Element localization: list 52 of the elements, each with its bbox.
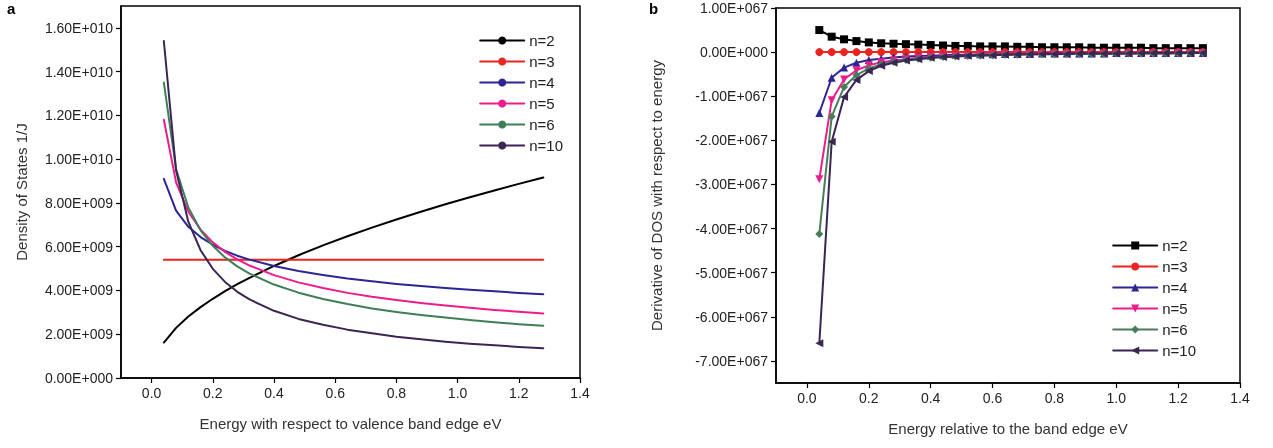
x-tick-label: 1.4: [1230, 390, 1250, 406]
y-tick-label: 1.60E+010: [44, 19, 114, 36]
x-tick-label: 0.8: [1044, 390, 1065, 406]
y-axis-title: Density of States 1/J: [13, 123, 30, 261]
x-tick-label: 0.2: [203, 385, 223, 401]
chart-title: a: [7, 0, 16, 17]
y-tick-label: -6.00E+067: [695, 308, 769, 325]
y-tick-label: -1.00E+067: [695, 88, 769, 105]
y-tick-label: 4.00E+009: [44, 282, 114, 299]
y-tick-label: -7.00E+067: [695, 352, 769, 369]
legend-label: n=2: [529, 32, 555, 49]
legend-label: n=2: [1162, 237, 1188, 254]
y-tick-label: -3.00E+067: [695, 176, 769, 193]
x-axis-title: Energy with respect to valence band edge eV: [199, 415, 502, 432]
y-axis-title: Derivative of DOS with respect to energy: [648, 59, 665, 331]
legend-label: n=5: [529, 95, 555, 112]
y-tick-label: 1.40E+010: [44, 63, 114, 80]
legend-label: n=6: [1162, 321, 1188, 338]
x-tick-label: 0.2: [859, 390, 879, 406]
y-tick-label: 1.20E+010: [44, 107, 114, 124]
x-tick-label: 1.4: [570, 385, 590, 401]
y-tick-label: 8.00E+009: [44, 194, 114, 211]
x-tick-label: 0.0: [797, 390, 817, 406]
y-tick-label: -5.00E+067: [695, 264, 769, 281]
y-tick-label: -2.00E+067: [695, 132, 769, 149]
legend-label: n=4: [1162, 279, 1188, 296]
y-tick-label: 0.00E+000: [699, 44, 769, 61]
y-tick-label: 1.00E+067: [699, 0, 769, 16]
x-tick-label: 1.0: [1106, 390, 1127, 406]
legend-label: n=5: [1162, 300, 1188, 317]
y-tick-label: 1.00E+010: [44, 151, 114, 168]
x-tick-label: 1.2: [1168, 390, 1189, 406]
legend-label: n=10: [529, 137, 564, 154]
x-tick-label: 0.6: [325, 385, 346, 401]
y-tick-label: 6.00E+009: [44, 238, 114, 255]
x-tick-label: 0.0: [141, 385, 162, 401]
legend-label: n=10: [1162, 342, 1197, 359]
legend-label: n=3: [529, 53, 555, 70]
x-tick-label: 1.2: [509, 385, 529, 401]
x-tick-label: 0.4: [920, 390, 941, 406]
text: b: [649, 0, 659, 17]
y-tick-label: 2.00E+009: [44, 326, 114, 343]
y-tick-label: -4.00E+067: [695, 220, 769, 237]
legend-label: n=6: [529, 116, 555, 133]
y-tick-label: 0.00E+000: [44, 370, 114, 386]
x-tick-label: 0.4: [264, 385, 284, 401]
x-tick-label: 0.8: [386, 385, 407, 401]
x-tick-label: 1.0: [447, 385, 468, 401]
x-tick-label: 0.6: [982, 390, 1003, 406]
x-axis-title: Energy relative to the band edge eV: [888, 420, 1128, 437]
legend-label: n=4: [529, 74, 555, 91]
legend-label: n=3: [1162, 258, 1188, 275]
